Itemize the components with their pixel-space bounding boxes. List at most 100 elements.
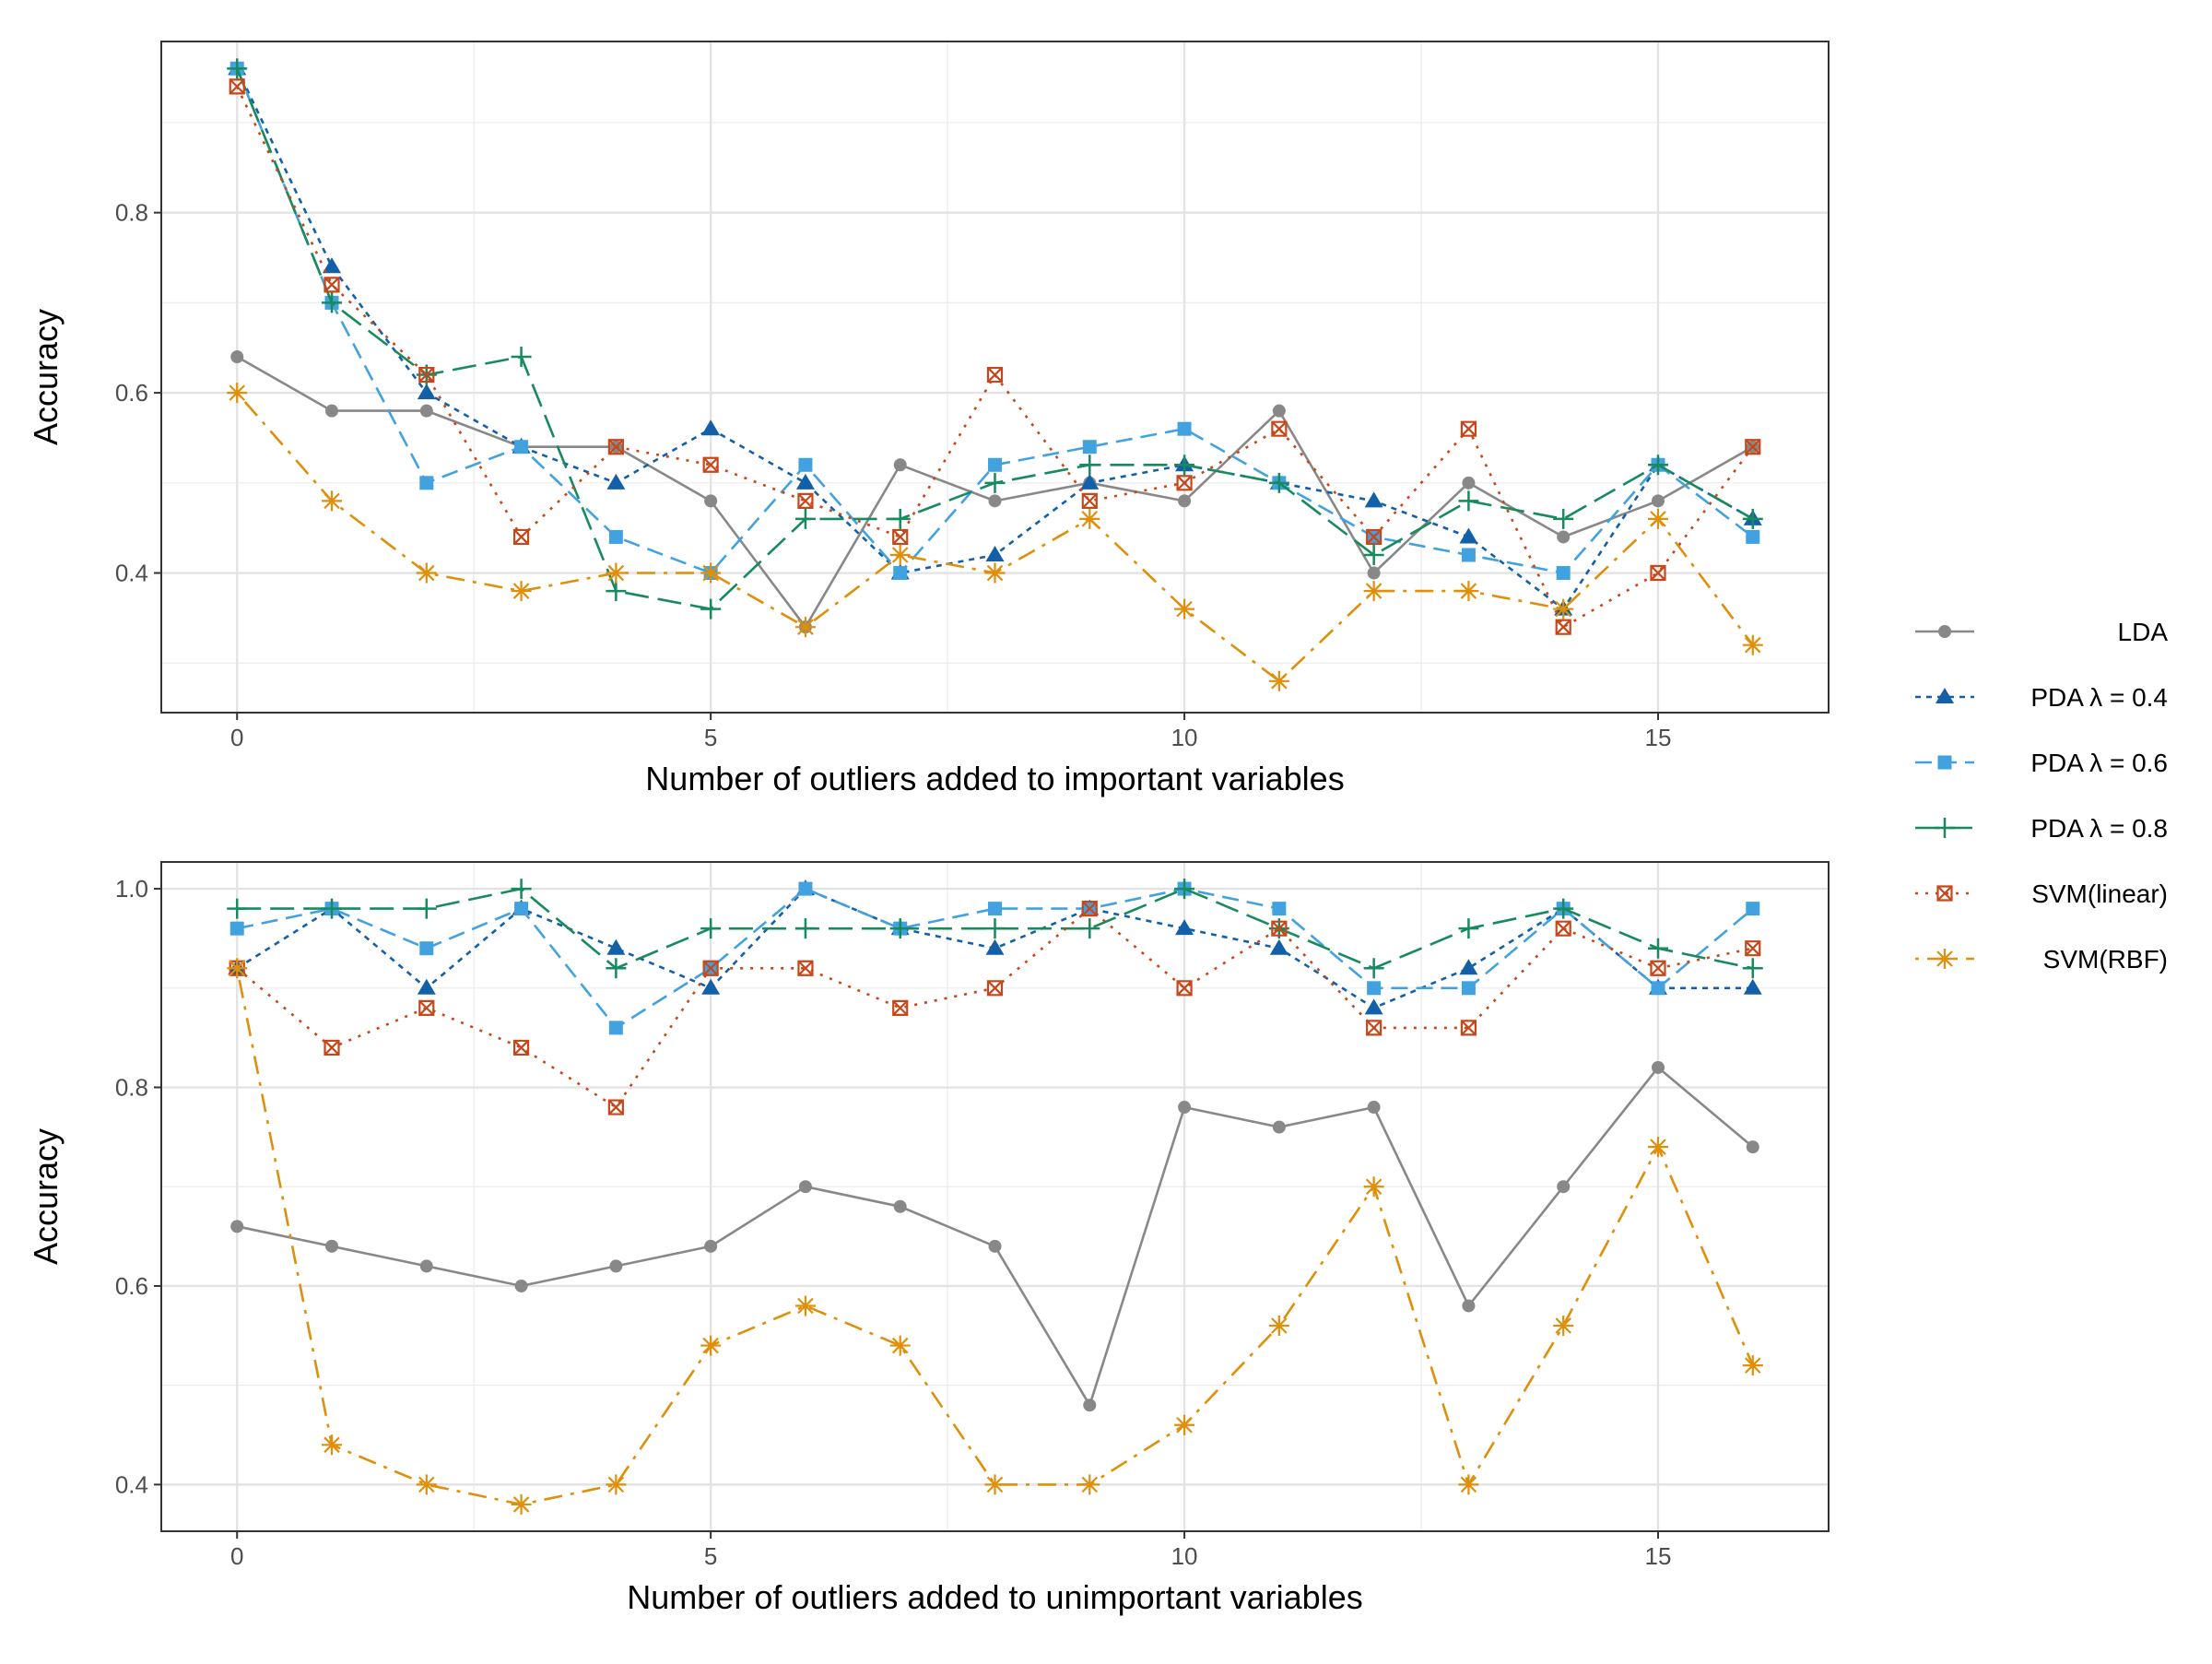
top-data-point	[511, 581, 532, 602]
bottom-data-point	[416, 1474, 437, 1495]
top-data-point	[417, 384, 436, 400]
top-data-point	[606, 473, 626, 490]
bottom-data-point	[419, 1259, 433, 1273]
bottom-data-point	[227, 958, 248, 979]
legend-item: SVM(linear)	[1915, 879, 2168, 908]
bottom-data-point	[889, 1335, 911, 1356]
legend-key-marker	[1937, 755, 1952, 770]
legend: LDA PDA λ = 0.4 PDA λ = 0.6 PDA λ = 0.8 SVM(…	[1915, 618, 2168, 974]
bottom-data-point	[606, 958, 627, 979]
top-y-tick-label: 0.4	[115, 560, 148, 587]
bottom-data-point	[1363, 958, 1384, 979]
top-data-point	[795, 473, 815, 490]
bottom-data-point	[1459, 959, 1478, 975]
bottom-data-point	[1557, 1180, 1571, 1194]
bottom-data-point	[1079, 918, 1100, 939]
top-x-tick-label: 0	[230, 724, 243, 751]
top-data-point	[701, 419, 721, 436]
bottom-data-point	[1745, 940, 1761, 957]
bottom-x-tick-label: 5	[704, 1542, 717, 1570]
legend-key-marker	[1936, 688, 1954, 703]
top-panel: 0 5 10 15 0.4 0.6 0.8 Number of outliers added …	[27, 41, 1830, 797]
top-data-point	[1080, 473, 1100, 490]
top-data-point	[1557, 530, 1571, 544]
bottom-data-point	[322, 1434, 343, 1456]
top-data-point	[1650, 564, 1666, 582]
bottom-data-point	[229, 921, 244, 936]
top-data-point	[702, 456, 719, 473]
bottom-data-point	[1746, 1140, 1759, 1154]
legend-label: SVM(RBF)	[2043, 945, 2168, 974]
bottom-data-point	[1553, 898, 1574, 919]
bottom-data-point	[1271, 920, 1288, 937]
top-data-point	[893, 566, 908, 581]
top-data-point	[984, 562, 1006, 584]
bottom-data-point	[1178, 1101, 1192, 1115]
top-data-point	[227, 383, 248, 404]
top-data-point	[1556, 566, 1571, 581]
legend-item: PDA λ = 0.6	[1915, 749, 2168, 777]
top-x-tick-label: 5	[704, 724, 717, 751]
bottom-data-point	[511, 1493, 532, 1515]
bottom-panel: 0 5 10 15 0.4 0.6 0.8 1.0 Number of outliers add…	[27, 861, 1830, 1616]
bottom-data-point	[230, 1220, 244, 1233]
bottom-data-point	[1367, 981, 1382, 996]
top-data-point	[1647, 454, 1668, 476]
legend-label: PDA λ = 0.8	[2030, 814, 2168, 843]
top-data-point	[988, 494, 1002, 508]
bottom-data-point	[1743, 978, 1762, 995]
bottom-data-point	[1458, 1474, 1479, 1495]
top-x-tick-label: 15	[1645, 724, 1672, 751]
bottom-data-point	[1555, 920, 1571, 937]
bottom-data-point	[417, 978, 436, 995]
top-data-point	[512, 528, 530, 546]
bottom-y-tick-label: 0.8	[115, 1074, 148, 1102]
bottom-data-point	[988, 902, 1002, 916]
legend-item: SVM(RBF)	[1915, 945, 2168, 974]
top-data-point	[227, 58, 248, 79]
top-data-point	[418, 366, 435, 384]
top-data-point	[1553, 598, 1574, 620]
bottom-data-point	[1367, 1101, 1381, 1115]
bottom-x-tick-label: 0	[230, 1542, 243, 1570]
legend-key-marker	[1938, 625, 1951, 638]
legend-label: PDA λ = 0.4	[2030, 683, 2168, 712]
bottom-data-point	[1174, 879, 1195, 900]
legend-item: LDA	[1915, 618, 2168, 646]
top-data-point	[892, 528, 909, 546]
top-series-4	[229, 78, 1761, 635]
bottom-series-4	[229, 901, 1761, 1115]
legend-item: PDA λ = 0.8	[1915, 814, 2168, 843]
bottom-data-point	[1079, 1474, 1100, 1495]
top-data-point	[1174, 454, 1195, 476]
bottom-data-point	[1364, 998, 1383, 1015]
top-data-point	[608, 529, 623, 544]
top-data-point	[1367, 566, 1381, 580]
bottom-data-point	[607, 1099, 624, 1115]
top-y-tick-label: 0.6	[115, 379, 148, 407]
bottom-y-tick-label: 1.0	[115, 875, 148, 903]
bottom-data-point	[416, 898, 437, 919]
bottom-data-point	[984, 1474, 1006, 1495]
top-data-point	[1742, 634, 1763, 655]
top-data-point	[419, 404, 433, 418]
top-data-point	[416, 562, 437, 584]
bottom-series-3	[227, 879, 1763, 979]
top-plot-background	[161, 41, 1829, 713]
bottom-data-point	[1176, 980, 1193, 997]
bottom-plot-background	[161, 862, 1829, 1531]
top-data-point	[700, 598, 722, 620]
top-data-point	[794, 508, 816, 529]
legend-label: PDA λ = 0.6	[2030, 749, 2168, 777]
bottom-x-axis-title: Number of outliers added to unimportant …	[627, 1578, 1362, 1616]
top-data-point	[1082, 440, 1097, 454]
top-data-point	[798, 457, 813, 472]
bottom-data-point	[1647, 1137, 1668, 1158]
bottom-data-point	[608, 1021, 623, 1035]
top-data-point	[1364, 491, 1383, 508]
bottom-data-point	[1746, 902, 1760, 916]
bottom-data-point	[1081, 901, 1098, 917]
legend-key-marker	[1936, 885, 1953, 902]
